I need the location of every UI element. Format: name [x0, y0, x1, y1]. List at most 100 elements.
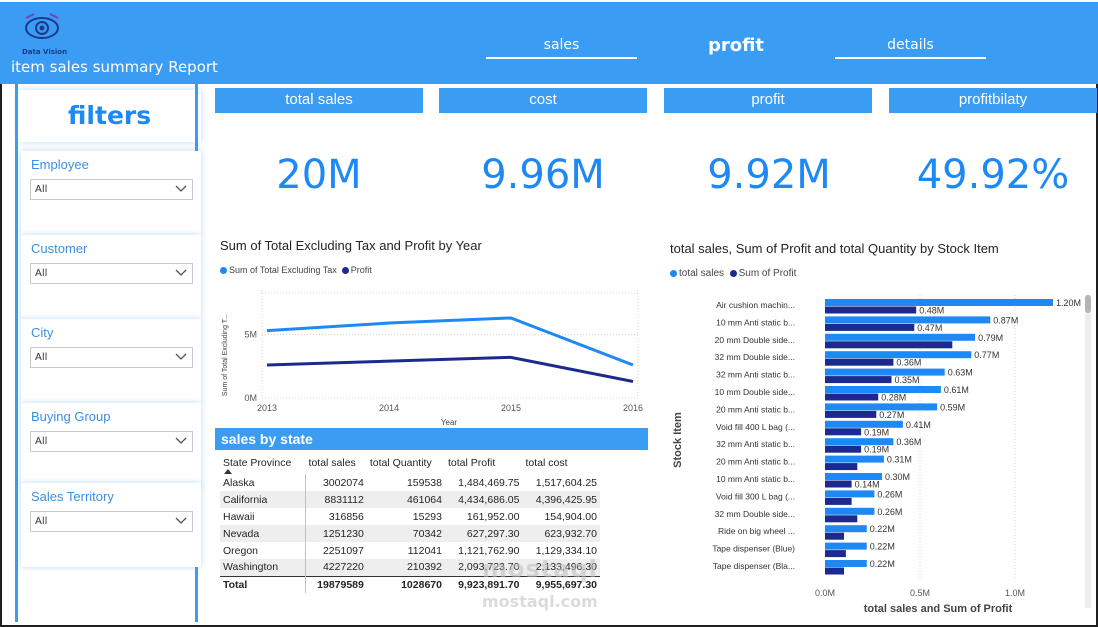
table-cell: 1,484,469.75	[458, 476, 520, 489]
data-label: 0.47M	[917, 323, 942, 333]
bar-sum-of-profit	[825, 497, 852, 505]
category-label: Ride on big wheel ...	[718, 526, 795, 536]
table-cell: 70342	[366, 525, 445, 542]
data-label: 0.22M	[870, 542, 895, 552]
table-cell: California	[220, 491, 307, 508]
kpi-value-cost: 9.96M	[481, 152, 605, 198]
city-dropdown[interactable]: All	[30, 347, 193, 368]
chevron-down-icon	[175, 517, 187, 524]
table-row: Alaska 3002074 159538 1,484,469.75 1,517,604…	[220, 474, 600, 491]
y-tick-label: 5M	[244, 329, 257, 339]
data-label: 0.14M	[855, 480, 880, 490]
bar-chart-scrollbar-thumb[interactable]	[1085, 295, 1091, 313]
data-label: 0.35M	[895, 375, 920, 385]
customer-dropdown[interactable]: All	[30, 263, 193, 284]
column-header-state[interactable]: State Province	[220, 452, 306, 474]
chevron-down-icon	[175, 185, 187, 192]
category-label: 10 mm Double side...	[715, 387, 795, 397]
x-axis-label: Year	[441, 418, 458, 427]
buying-group-dropdown[interactable]: All	[30, 431, 193, 452]
column-header-total-sales[interactable]: total sales	[308, 457, 356, 469]
table-title: sales by state	[215, 428, 648, 450]
column-header-total-quantity[interactable]: total Quantity	[369, 457, 432, 469]
kpi-value-profitability: 49.92%	[916, 152, 1070, 198]
y-axis-label: Stock Item	[672, 412, 684, 468]
table-cell: 4,396,425.95	[522, 491, 600, 508]
bar-chart-title: total sales, Sum of Profit and total Qua…	[670, 241, 999, 256]
table-cell: 4,434,686.05	[444, 491, 523, 508]
table-cell: 8831112	[305, 491, 367, 508]
slicer-label: Employee	[31, 157, 89, 172]
category-label: 32 mm Anti static b...	[716, 439, 795, 449]
line-chart-legend: Sum of Total Excluding Tax Profit	[220, 265, 372, 275]
kpi-value-profit: 9.92M	[707, 152, 831, 198]
nav-details-button[interactable]: details	[835, 37, 986, 59]
bar-total-sales	[825, 473, 882, 480]
bar-chart: Stock Item total sales and Sum of Profit…	[672, 295, 1081, 615]
chevron-down-icon	[175, 269, 187, 276]
report-title: item sales summary Report	[11, 58, 218, 76]
column-header-total-cost[interactable]: total cost	[525, 457, 568, 469]
bar-sum-of-profit	[825, 410, 877, 418]
bar-sum-of-profit	[825, 428, 862, 436]
sales-territory-dropdown[interactable]: All	[30, 511, 193, 532]
line-chart: Sum of Total Excluding T... Year 0M 5M 201…	[222, 290, 643, 427]
table-row: Hawaii 316856 15293 161,952.00 154,904.00	[220, 508, 600, 525]
kpi-label-cost: cost	[439, 88, 647, 113]
eye-logo-icon	[25, 13, 59, 39]
legend-label: Sum of Total Excluding Tax	[229, 265, 337, 275]
legend-dot-dark	[341, 267, 349, 275]
table-cell: 1251230	[305, 525, 367, 542]
nav-sales-button[interactable]: sales	[486, 37, 637, 59]
category-label: 10 mm Anti static b...	[716, 474, 795, 484]
nav-profit-button[interactable]: profit	[707, 35, 765, 56]
bar-total-sales	[825, 525, 867, 533]
bar-total-sales	[825, 386, 941, 393]
total-cell: 1028670	[366, 575, 445, 593]
total-cell: 19879589	[305, 575, 367, 593]
x-tick-label: 0.5M	[910, 588, 930, 598]
table-cell: 161,952.00	[466, 510, 520, 523]
table-row: Nevada 1251230 70342 627,297.30 623,932.70	[220, 525, 600, 542]
data-label: 0.22M	[870, 559, 895, 569]
data-label: 0.48M	[919, 306, 944, 316]
chevron-down-icon	[175, 353, 187, 360]
bar-sum-of-profit	[825, 515, 858, 523]
x-tick-label: 2014	[379, 403, 399, 413]
slicer-sales-territory: Sales Territory All	[21, 483, 201, 567]
bar-total-sales	[825, 333, 976, 341]
bar-total-sales	[825, 403, 938, 411]
data-label: 0.31M	[887, 455, 912, 465]
employee-dropdown[interactable]: All	[30, 179, 193, 200]
bar-chart-scrollbar-track[interactable]	[1085, 295, 1091, 608]
bar-total-sales	[825, 351, 972, 359]
line-chart-grid: 0M 5M 2013 2014 2015 2016	[244, 290, 643, 413]
report-header: Data Vision item sales summary Report sa…	[0, 0, 1098, 84]
dropdown-value: All	[35, 516, 48, 527]
category-label: Void fill 300 L bag (...	[716, 491, 795, 501]
bar-total-sales	[825, 490, 875, 498]
dropdown-value: All	[35, 352, 48, 363]
kpi-label-profit: profit	[664, 88, 872, 113]
bar-sum-of-profit	[825, 445, 862, 453]
dropdown-value: All	[35, 436, 48, 447]
table-cell: 15293	[412, 510, 442, 523]
x-axis-label: total sales and Sum of Profit	[864, 603, 1013, 615]
total-cell: Total	[220, 575, 307, 593]
category-label: 20 mm Anti static b...	[716, 404, 795, 414]
bar-chart-legend: total sales Sum of Profit	[670, 268, 796, 279]
filters-title: filters	[18, 90, 201, 142]
table-row: California 8831112 461064 4,434,686.05 4,396…	[220, 491, 600, 508]
slicer-label: City	[31, 325, 54, 340]
table-cell: Oregon	[220, 542, 307, 559]
data-label: 0.19M	[864, 445, 889, 455]
kpi-value-total-sales: 20M	[276, 152, 362, 198]
table-cell: 4227220	[305, 559, 367, 576]
slicer-label: Customer	[31, 241, 88, 256]
category-label: Void fill 400 L bag (...	[716, 422, 795, 432]
column-header-total-profit[interactable]: total Profit	[447, 457, 496, 469]
legend-dot-light	[220, 267, 227, 275]
data-label: 0.28M	[881, 393, 906, 403]
data-label: 0.41M	[906, 420, 931, 430]
bar-sum-of-profit	[825, 306, 917, 314]
